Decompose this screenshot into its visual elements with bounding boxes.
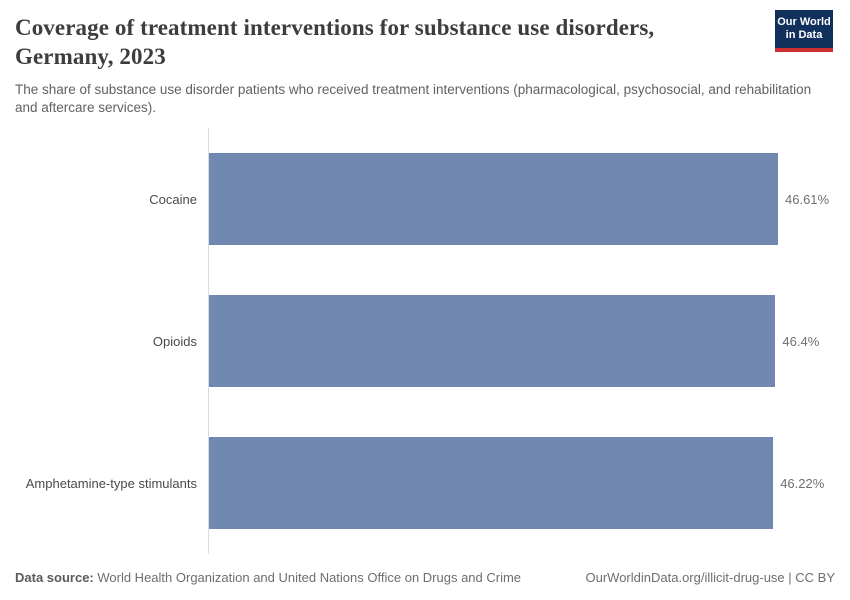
owid-logo: Our World in Data [775, 10, 833, 52]
data-source-text: World Health Organization and United Nat… [93, 570, 522, 585]
value-label: 46.4% [782, 333, 820, 349]
bar-track: 46.22% [208, 412, 850, 554]
bar-row: Opioids 46.4% [0, 270, 850, 412]
chart-footer: Data source: World Health Organization a… [0, 570, 850, 585]
bar[interactable] [208, 437, 774, 529]
bar[interactable] [208, 153, 778, 245]
page-title: Coverage of treatment interventions for … [15, 15, 655, 69]
bar[interactable] [208, 295, 776, 387]
owid-logo-line1: Our World [777, 16, 831, 29]
chart-header: Coverage of treatment interventions for … [0, 0, 850, 128]
category-label: Cocaine [149, 191, 197, 207]
data-source-label: Data source: [15, 570, 94, 585]
category-label: Amphetamine-type stimulants [25, 475, 197, 491]
bar-rows: Cocaine 46.61% Opioids 46.4% Amphetamine-typ… [0, 128, 850, 554]
bar-chart: Cocaine 46.61% Opioids 46.4% Amphetamine-typ… [0, 128, 850, 554]
value-label: 46.61% [785, 191, 830, 207]
y-axis-line [208, 128, 209, 554]
value-label: 46.22% [780, 475, 825, 491]
bar-row: Cocaine 46.61% [0, 128, 850, 270]
bar-row: Amphetamine-type stimulants 46.22% [0, 412, 850, 554]
bar-track: 46.4% [208, 270, 850, 412]
chart-subtitle: The share of substance use disorder pati… [15, 81, 812, 116]
owid-logo-line2: in Data [785, 29, 823, 41]
footer-link[interactable]: OurWorldinData.org/illicit-drug-use | CC… [585, 570, 836, 585]
data-source: Data source: World Health Organization a… [15, 570, 521, 585]
bar-track: 46.61% [208, 128, 850, 270]
category-label: Opioids [152, 333, 197, 349]
